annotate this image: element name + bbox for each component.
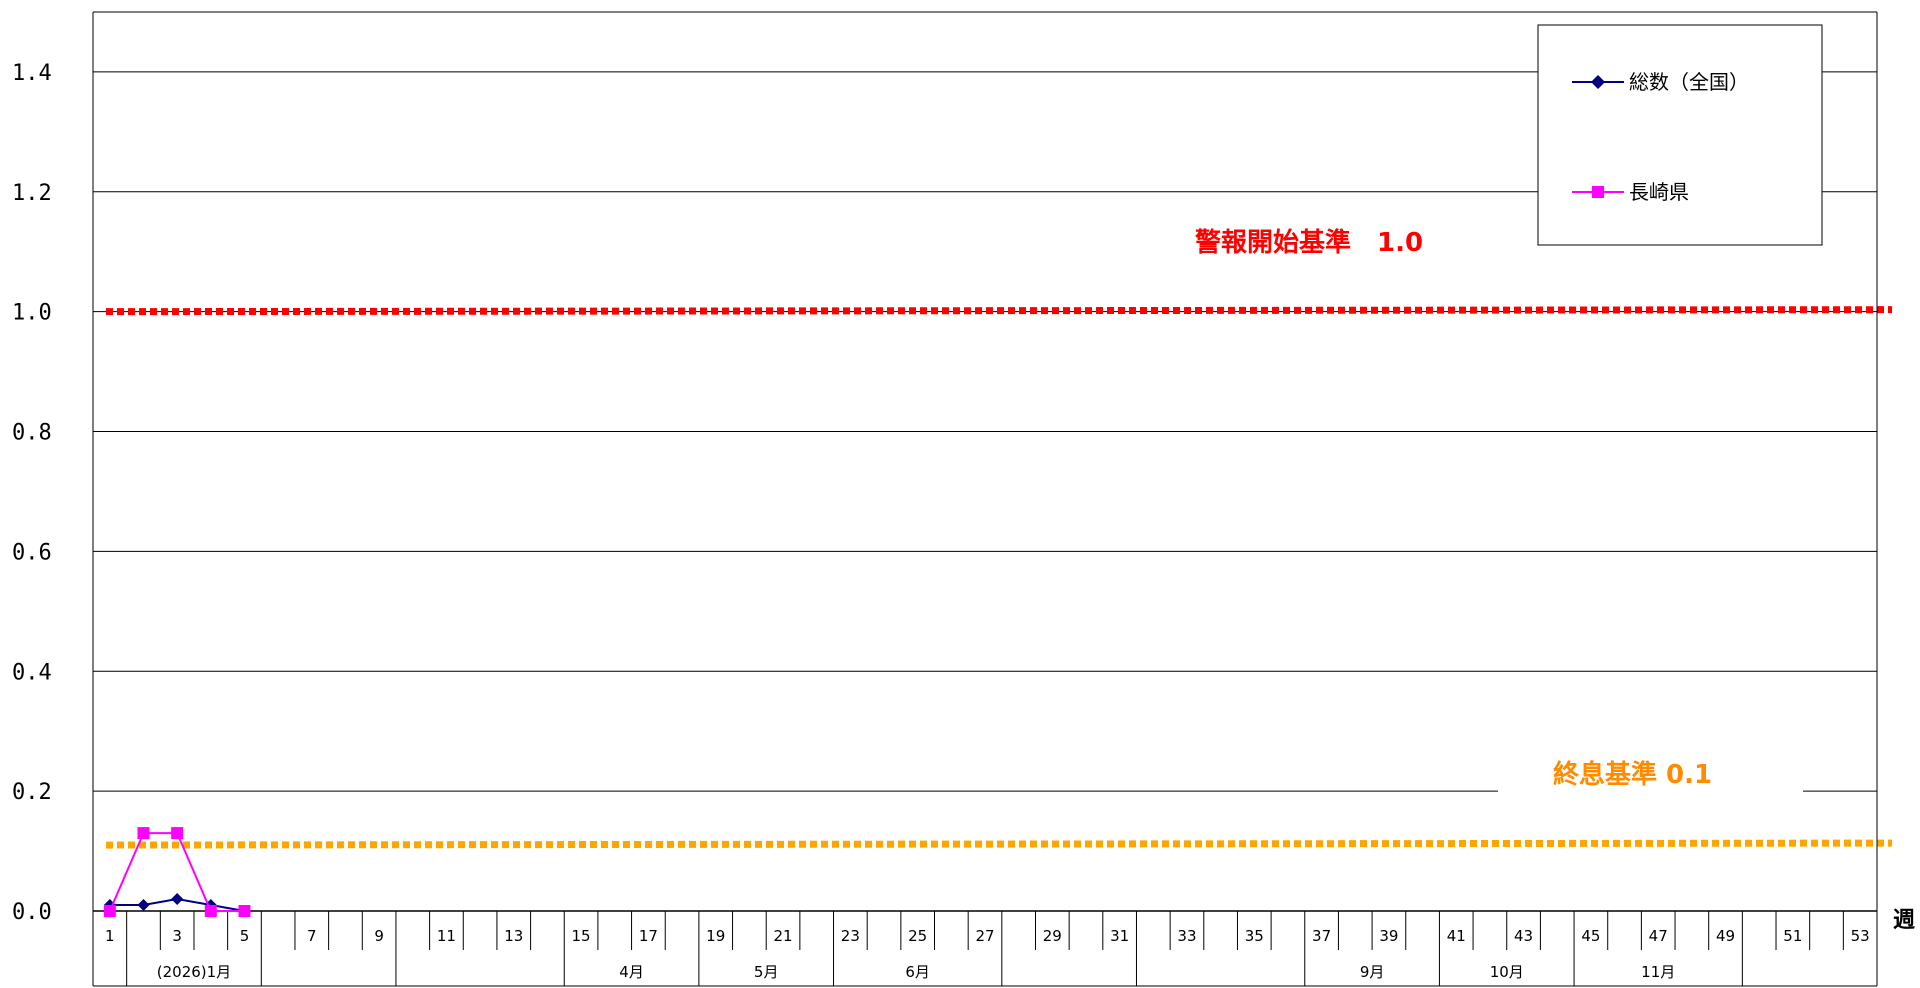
x-axis-unit-label: 週 [1893, 908, 1915, 933]
end-threshold-label: 終息基準 0.1 [1553, 759, 1712, 790]
month-label-0: (2026)1月 [157, 963, 231, 981]
month-label-8: 9月 [1360, 963, 1385, 981]
month-label-9: 10月 [1490, 963, 1524, 981]
x-tick-37: 37 [1312, 927, 1331, 945]
month-label-5: 6月 [905, 963, 930, 981]
series-0-point-1 [137, 899, 150, 912]
axes [92, 11, 1878, 987]
x-tick-23: 23 [841, 927, 860, 945]
x-tick-9: 9 [374, 927, 384, 945]
x-tick-3: 3 [172, 927, 182, 945]
x-tick-labels: 1 3 5 7 9 11 13 15 17 19 21 23 25 27 29 31 33 35 37 39 41 43 4… [105, 927, 1870, 945]
month-labels: (2026)1月 4月 5月 6月 9月 10月 11月 [157, 963, 1675, 981]
x-tick-11: 11 [437, 927, 456, 945]
y-tick-1.0: 1.0 [12, 301, 52, 326]
month-label-3: 4月 [619, 963, 644, 981]
x-tick-21: 21 [773, 927, 792, 945]
y-tick-0.2: 0.2 [12, 780, 52, 805]
x-tick-43: 43 [1514, 927, 1533, 945]
legend-box [1537, 24, 1823, 246]
x-tick-13: 13 [504, 927, 523, 945]
series-1-point-1 [137, 827, 150, 840]
x-tick-39: 39 [1379, 927, 1398, 945]
x-tick-15: 15 [572, 927, 591, 945]
x-tick-29: 29 [1043, 927, 1062, 945]
series-1-point-4 [238, 905, 251, 917]
y-tick-0.0: 0.0 [12, 900, 52, 925]
x-tick-33: 33 [1177, 927, 1196, 945]
x-tick-5: 5 [240, 927, 250, 945]
legend-square-marker [1592, 186, 1604, 198]
threshold-line-0 [105, 306, 1893, 316]
y-tick-0.8: 0.8 [12, 421, 52, 446]
series-1-point-2 [171, 827, 184, 840]
end-threshold-label-background [1498, 760, 1803, 800]
month-label-10: 11月 [1641, 963, 1675, 981]
x-tick-41: 41 [1447, 927, 1466, 945]
legend-label-national: 総数（全国） [1629, 70, 1749, 94]
y-tick-0.6: 0.6 [12, 540, 52, 565]
x-tick-53: 53 [1851, 927, 1870, 945]
legend-label-nagasaki: 長崎県 [1629, 180, 1689, 204]
x-tick-49: 49 [1716, 927, 1735, 945]
data-series [103, 827, 251, 917]
y-tick-1.2: 1.2 [12, 181, 52, 206]
y-tick-0.4: 0.4 [12, 660, 52, 685]
x-tick-47: 47 [1649, 927, 1668, 945]
x-tick-51: 51 [1783, 927, 1802, 945]
x-tick-25: 25 [908, 927, 927, 945]
x-tick-27: 27 [975, 927, 994, 945]
series-0-point-2 [171, 893, 184, 906]
alert-threshold-label: 警報開始基準 1.0 [1195, 227, 1423, 258]
x-tick-19: 19 [706, 927, 725, 945]
x-tick-17: 17 [639, 927, 658, 945]
x-tick-45: 45 [1581, 927, 1600, 945]
y-tick-labels: 0.0 0.2 0.4 0.6 0.8 1.0 1.2 1.4 [12, 61, 52, 925]
legend-diamond-marker [1591, 75, 1605, 89]
x-tick-7: 7 [307, 927, 317, 945]
threshold-line-1 [105, 839, 1893, 849]
x-tick-31: 31 [1110, 927, 1129, 945]
y-tick-1.4: 1.4 [12, 61, 52, 86]
x-tick-35: 35 [1245, 927, 1264, 945]
threshold-lines [105, 306, 1893, 849]
series-1-point-0 [103, 905, 116, 917]
gridlines [93, 71, 1877, 792]
series-1-point-3 [204, 905, 217, 917]
legend: 総数（全国） 長崎県 [1537, 24, 1823, 246]
month-label-4: 5月 [754, 963, 779, 981]
x-tick-1: 1 [105, 927, 115, 945]
